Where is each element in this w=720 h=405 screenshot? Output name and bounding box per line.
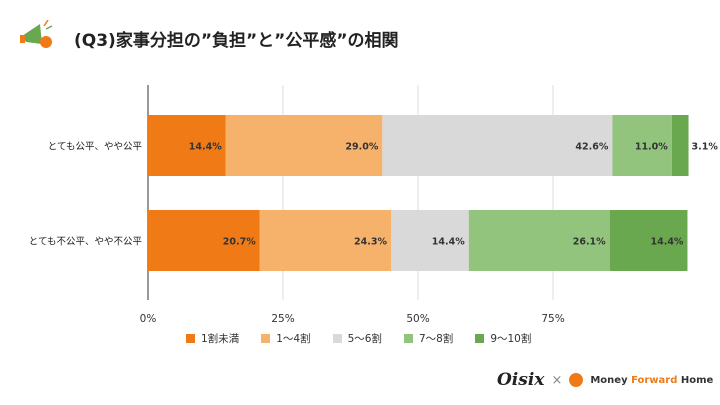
data-label: 24.3% <box>354 237 387 248</box>
oisix-logo: Oisix <box>497 370 545 390</box>
megaphone-icon <box>20 20 53 48</box>
data-label: 29.0% <box>345 142 378 153</box>
data-label: 3.1% <box>692 142 719 153</box>
money-forward-home-logo: Money Forward Home <box>590 375 713 386</box>
x-tick-label: 50% <box>406 313 429 325</box>
legend-label: 9～10割 <box>490 333 532 345</box>
bar-segment <box>148 210 260 271</box>
legend-item: 7～8割 <box>403 331 454 346</box>
logo-text-forward: Forward <box>631 374 678 386</box>
data-label: 14.4% <box>650 237 683 248</box>
legend-label: 1割未満 <box>201 333 240 345</box>
legend-item: 9～10割 <box>475 331 531 346</box>
bar-segment <box>225 115 383 176</box>
data-label: 14.4% <box>432 237 465 248</box>
legend-item: 1割未満 <box>186 331 239 346</box>
data-label: 14.4% <box>189 142 222 153</box>
legend-label: 1～4割 <box>276 333 311 345</box>
category-label: とても公平、やや公平 <box>48 142 143 153</box>
bar-segment <box>468 210 610 271</box>
category-label: とても不公平、やや不公平 <box>29 237 143 248</box>
legend-swatch <box>332 334 342 343</box>
money-forward-logo-icon <box>569 373 584 387</box>
data-label: 26.1% <box>573 237 606 248</box>
legend-swatch <box>475 334 485 343</box>
x-tick-label: 0% <box>140 313 157 325</box>
bar-segment <box>148 115 226 176</box>
logo-text-home: Home <box>677 374 714 386</box>
bar-segment <box>259 210 391 271</box>
data-label: 11.0% <box>635 142 668 153</box>
bar-segment <box>391 210 469 271</box>
page-title: (Q3)家事分担の”負担”と”公平感”の相関 <box>74 31 399 51</box>
times-symbol: × <box>551 372 563 388</box>
bar-segment <box>612 115 672 176</box>
data-label: 42.6% <box>575 142 608 153</box>
legend-label: 7～8割 <box>418 333 454 345</box>
x-tick-label: 75% <box>541 313 564 325</box>
legend-label: 5～6割 <box>347 333 382 345</box>
bar-segment <box>609 210 688 271</box>
legend-swatch <box>186 334 195 343</box>
bar-segment <box>382 115 613 176</box>
legend-swatch <box>261 334 271 343</box>
data-label: 20.7% <box>223 237 256 248</box>
legend-swatch <box>403 334 413 343</box>
footer-logos: Oisix × Money Forward Home <box>497 370 713 390</box>
x-tick-label: 25% <box>271 313 294 325</box>
logo-text-money: Money <box>590 374 632 386</box>
legend-item: 5～6割 <box>332 331 382 346</box>
legend-item: 1～4割 <box>261 331 311 346</box>
chart-legend: 1割未満 1～4割 5～6割 7～8割 9～10割 <box>186 331 531 346</box>
bar-segment <box>671 115 689 176</box>
stacked-bar-chart: 0% 25% 50% 75% とても公平、やや公平 14.4% 29.0% 42.6% 11.0… <box>29 85 719 325</box>
